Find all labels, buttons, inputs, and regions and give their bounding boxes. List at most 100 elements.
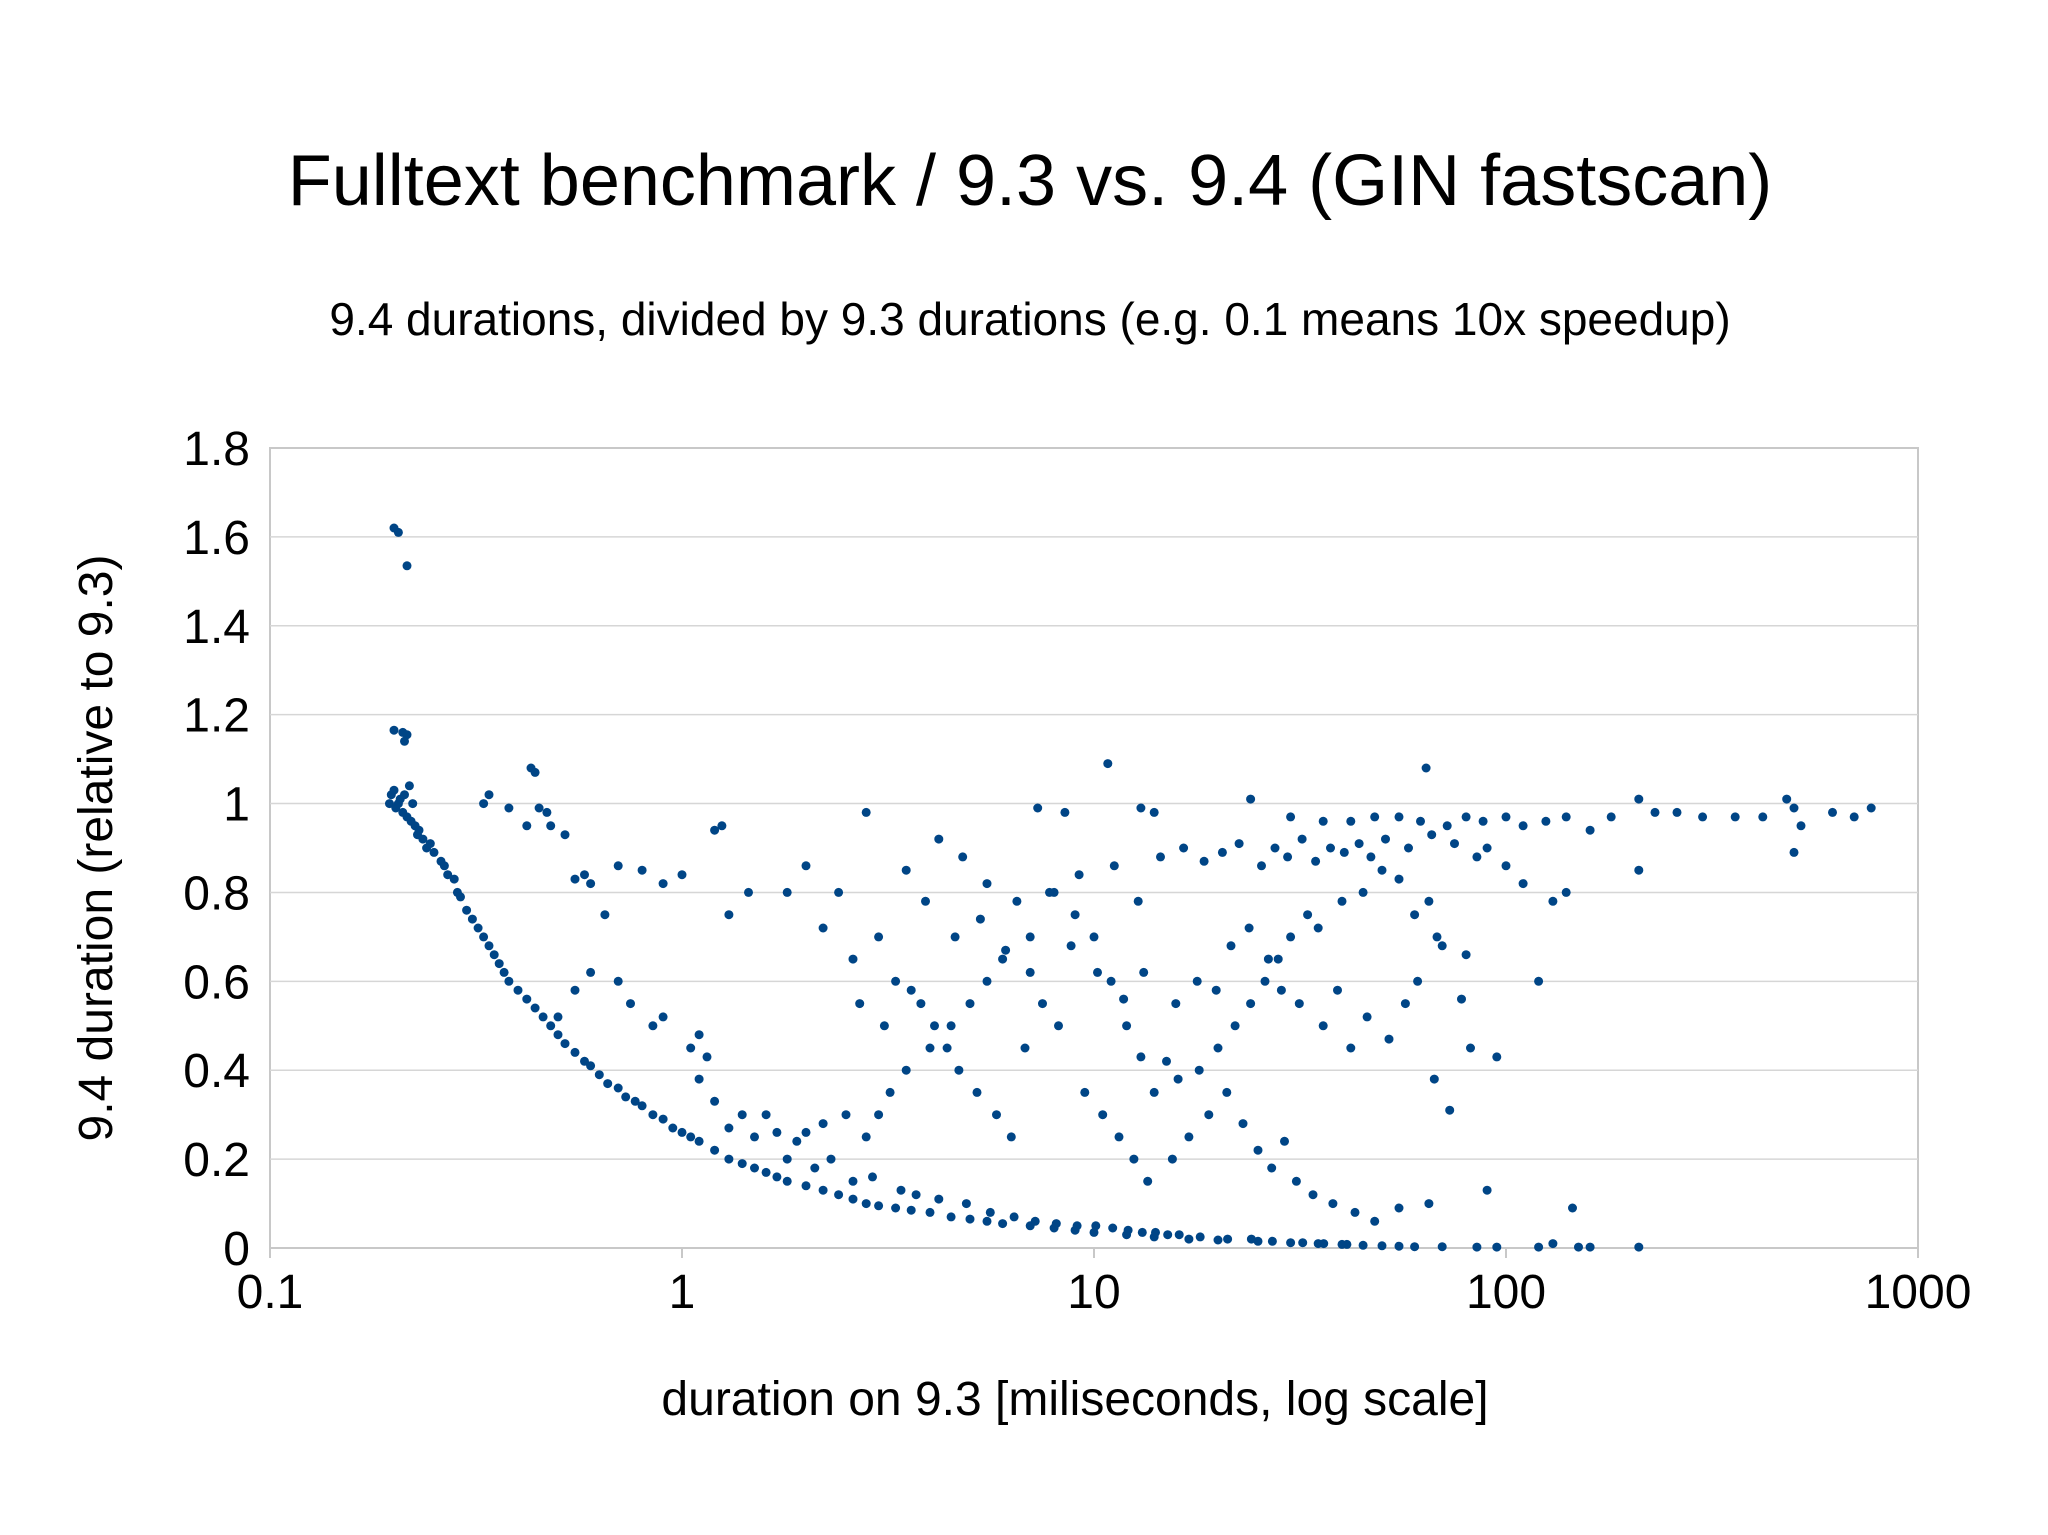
data-point [1286,932,1296,942]
data-point [961,1199,971,1209]
data-point [534,803,544,813]
data-point [429,847,439,857]
data-point [1025,967,1035,977]
data-point [750,1163,759,1173]
gridlines [270,536,1918,1160]
data-point [724,1123,734,1133]
data-point [1866,803,1876,813]
data-point [1072,1221,1082,1231]
data-point [1394,1203,1404,1213]
data-point [1223,1234,1233,1244]
data-point [1184,1234,1194,1244]
data-point [1672,807,1682,817]
data-point [1461,812,1471,822]
data-point [1109,861,1119,871]
data-point [1213,1043,1223,1053]
x-tick-label: 1000 [1865,1266,1972,1319]
data-point [1782,794,1792,804]
data-point [443,870,453,880]
data-point [934,834,944,844]
data-point [946,1021,956,1031]
data-point [782,1176,792,1186]
data-point [1730,812,1740,822]
data-point [906,1205,916,1215]
data-point [694,1030,704,1040]
data-point [1585,1242,1595,1252]
data-point [810,1163,820,1173]
data-point [658,879,668,889]
data-point [484,790,494,800]
data-point [1211,985,1221,995]
data-point [1098,1110,1108,1120]
y-tick-label: 0 [223,1223,250,1276]
data-point [580,870,589,880]
data-point [1291,1176,1301,1186]
data-point [1437,1242,1447,1252]
data-point [761,1110,771,1120]
data-point [1482,843,1492,853]
data-point [1394,812,1404,822]
data-point [408,799,418,809]
data-point [414,825,424,835]
data-point [1534,976,1544,986]
data-point [1184,1132,1194,1142]
data-point [1234,839,1244,849]
data-point [1054,1021,1063,1031]
data-point [801,861,811,871]
data-point [724,910,734,920]
data-point [1253,1145,1263,1155]
data-point [1410,1242,1420,1252]
data-point [1427,830,1437,840]
data-point [1238,1119,1248,1129]
data-point [841,1110,851,1120]
data-point [1337,896,1347,906]
data-point [489,950,499,960]
data-point [1308,1190,1318,1200]
data-point [1501,861,1511,871]
data-point [1273,954,1283,964]
data-point [1149,807,1159,817]
data-point [1404,843,1413,853]
data-point [801,1181,811,1191]
data-point [1070,910,1080,920]
x-axis-label: duration on 9.3 [miliseconds, log scale] [661,1373,1488,1426]
data-point [522,821,532,831]
data-point [1294,999,1304,1009]
data-point [982,879,992,889]
data-point [826,1154,836,1164]
data-point [1492,1242,1502,1252]
data-point [1370,1216,1380,1226]
data-point [954,1065,964,1075]
data-point [1119,994,1129,1004]
data-point [613,976,623,986]
data-point [950,932,960,942]
data-point [911,1190,921,1200]
y-axis-label: 9.4 duration (relative to 9.3) [70,555,123,1142]
data-point [942,1043,952,1053]
data-point [570,874,580,884]
data-point [1437,941,1447,951]
data-point [855,999,865,1009]
data-point [1429,1074,1439,1084]
data-points [385,523,1876,1252]
data-point [1384,1034,1394,1044]
data-point [1472,852,1482,862]
data-point [1328,1199,1338,1209]
y-tick-label: 0.8 [183,867,250,920]
data-point [1156,852,1165,862]
data-point [1366,852,1376,862]
data-point [462,905,472,915]
data-point [818,1119,828,1129]
data-point [874,1201,884,1211]
data-point [861,1132,871,1142]
plot-area: 0 0.2 0.4 0.6 0.8 1 1.2 1.4 1.6 1.8 0.1 1 10 100 1000 [183,423,1971,1319]
data-point [1377,865,1387,875]
data-point [1025,932,1035,942]
data-point [772,1127,782,1137]
x-tick-label: 1 [669,1266,696,1319]
data-point [1424,1199,1434,1209]
data-point [1849,812,1859,822]
data-point [1280,1136,1289,1146]
data-point [1226,941,1236,951]
data-point [1354,839,1364,849]
